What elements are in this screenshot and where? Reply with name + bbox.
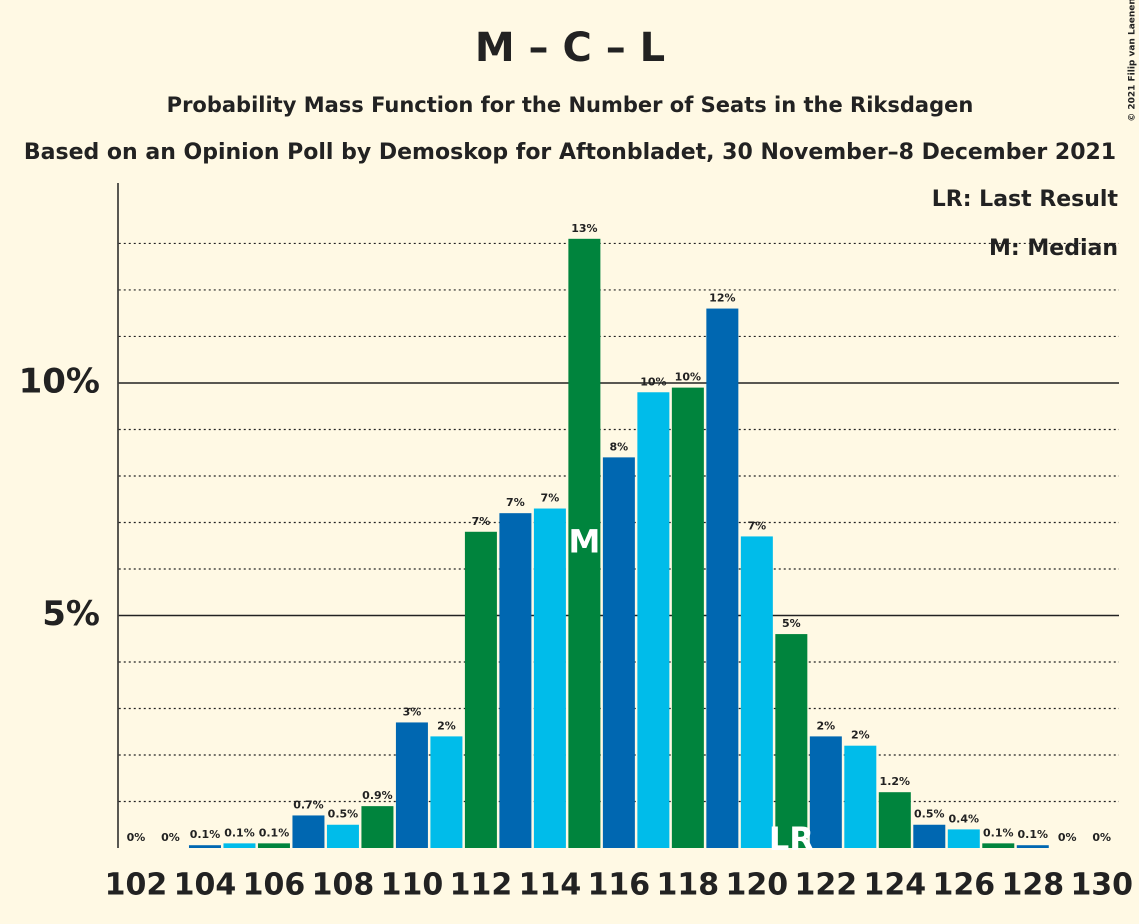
bar <box>430 736 463 848</box>
value-label: 5% <box>782 617 801 630</box>
bar <box>188 845 221 848</box>
value-label: 2% <box>816 719 835 732</box>
chart-title: M – C – L <box>475 25 665 71</box>
copyright: © 2021 Filip van Laenen <box>1128 0 1138 122</box>
value-label: 2% <box>437 719 456 732</box>
marker-label: LR <box>769 820 814 858</box>
value-label: 10% <box>675 371 701 384</box>
x-tick-label: 104 <box>174 868 237 903</box>
value-label: 0.9% <box>362 789 393 802</box>
value-label: 0.5% <box>328 808 359 821</box>
value-label: 10% <box>640 375 666 388</box>
x-tick-label: 114 <box>519 868 582 903</box>
value-label: 0% <box>1058 831 1077 844</box>
value-label: 8% <box>610 440 629 453</box>
x-tick-label: 124 <box>863 868 926 903</box>
x-tick-label: 126 <box>932 868 995 903</box>
value-label: 12% <box>709 292 735 305</box>
x-tick-label: 110 <box>381 868 444 903</box>
bar <box>947 829 980 848</box>
x-tick-label: 128 <box>1001 868 1064 903</box>
bar <box>982 843 1015 848</box>
value-label: 0.4% <box>949 812 980 825</box>
value-label: 7% <box>506 496 525 509</box>
bar <box>568 238 601 848</box>
x-tick-label: 122 <box>795 868 858 903</box>
bar <box>326 824 359 848</box>
bar <box>223 843 256 848</box>
value-label: 7% <box>747 519 766 532</box>
value-label: 0.1% <box>259 826 290 839</box>
bar <box>844 745 877 848</box>
marker-label: M <box>568 522 600 560</box>
x-tick-label: 106 <box>243 868 306 903</box>
x-tick-label: 116 <box>588 868 651 903</box>
bar <box>361 806 394 848</box>
x-tick-label: 112 <box>450 868 513 903</box>
bar <box>1016 845 1049 848</box>
legend-entry: M: Median <box>989 236 1118 261</box>
bar <box>395 722 428 848</box>
bar <box>257 843 290 848</box>
bar <box>637 392 670 848</box>
value-label: 7% <box>472 515 491 528</box>
bar <box>706 308 739 848</box>
value-label: 0.1% <box>190 828 221 841</box>
bar <box>464 531 497 848</box>
x-tick-label: 102 <box>105 868 168 903</box>
value-label: 0% <box>161 831 180 844</box>
x-tick-label: 108 <box>312 868 375 903</box>
legend-entry: LR: Last Result <box>932 187 1119 212</box>
value-label: 2% <box>851 729 870 742</box>
value-label: 0.1% <box>983 826 1014 839</box>
bar <box>671 387 704 848</box>
x-tick-label: 118 <box>657 868 720 903</box>
value-label: 13% <box>571 222 597 235</box>
bar <box>913 824 946 848</box>
value-label: 3% <box>403 705 422 718</box>
bar <box>499 513 532 848</box>
bar <box>878 792 911 848</box>
bar <box>292 815 325 848</box>
subtitle: Based on an Opinion Poll by Demoskop for… <box>24 140 1116 165</box>
value-label: 0.1% <box>224 826 255 839</box>
value-label: 0.7% <box>293 798 324 811</box>
bar <box>809 736 842 848</box>
bar <box>602 457 635 848</box>
bar <box>775 634 808 848</box>
value-label: 1.2% <box>880 775 911 788</box>
y-tick-label: 5% <box>42 594 100 634</box>
value-label: 0% <box>1092 831 1111 844</box>
x-tick-label: 130 <box>1070 868 1133 903</box>
value-label: 0.1% <box>1018 828 1049 841</box>
x-tick-label: 120 <box>726 868 789 903</box>
value-label: 0% <box>127 831 146 844</box>
y-tick-label: 10% <box>19 361 100 401</box>
value-label: 0.5% <box>914 808 945 821</box>
subtitle: Probability Mass Function for the Number… <box>167 93 974 117</box>
bar <box>740 536 773 848</box>
bar <box>533 508 566 848</box>
value-label: 7% <box>541 492 560 505</box>
